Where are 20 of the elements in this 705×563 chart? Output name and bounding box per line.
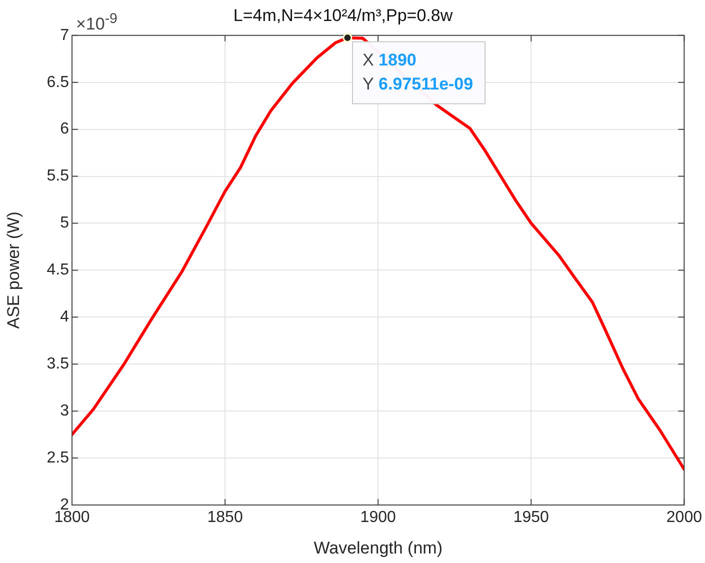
y-tick-label: 2.5: [46, 449, 70, 466]
x-tick-label: 2000: [666, 509, 702, 526]
annotation: X 1890 Y 6.97511e-09: [362, 50, 474, 94]
y-tick-label: 4.5: [46, 262, 70, 279]
x-tick-label: 1850: [207, 509, 243, 526]
y-tick-label: 3.5: [46, 356, 70, 373]
y-tick-label: 4: [60, 308, 70, 326]
y-tick-label: 5: [60, 214, 70, 232]
x-tick-label: 1950: [513, 509, 550, 526]
y-tick-label: 3: [60, 402, 70, 420]
y-tick-label: 6: [60, 120, 70, 138]
y-tick-label: 5.5: [46, 168, 70, 185]
text: ×10$^{-9}$: [76, 11, 118, 36]
x-tick-label: 1900: [360, 509, 396, 526]
x-tick-label: 1800: [54, 509, 90, 526]
chart-title: L=4m,N=4×10²4/m³,Pp=0.8w: [233, 6, 454, 25]
x-axis-title: Wavelength (nm): [314, 538, 443, 558]
y-tick-label: 7: [60, 26, 70, 44]
y-tick-label: 6.5: [46, 74, 70, 91]
y-axis-title: ASE power (W): [4, 212, 23, 329]
